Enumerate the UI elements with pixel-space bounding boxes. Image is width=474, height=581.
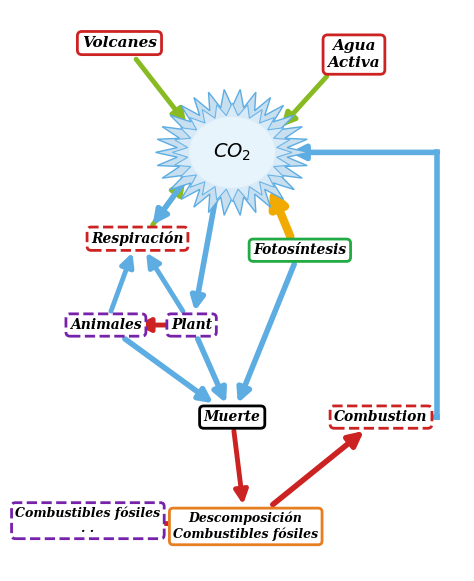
Text: Descomposición
Combustibles fósiles: Descomposición Combustibles fósiles [173,512,319,541]
Text: Combustibles fósiles
. .: Combustibles fósiles . . [15,507,160,535]
Text: Volcanes: Volcanes [82,36,157,50]
Polygon shape [173,103,292,202]
Text: Combustion: Combustion [334,410,428,424]
Text: Fotosíntesis: Fotosíntesis [253,243,346,257]
Polygon shape [155,89,309,216]
Text: $\mathit{CO_2}$: $\mathit{CO_2}$ [213,142,251,163]
Text: Animales: Animales [70,318,142,332]
Text: Agua
Activa: Agua Activa [328,40,380,70]
Ellipse shape [190,117,274,187]
Text: Plant: Plant [171,318,212,332]
Text: Respiración: Respiración [91,231,184,246]
Text: Muerte: Muerte [204,410,261,424]
